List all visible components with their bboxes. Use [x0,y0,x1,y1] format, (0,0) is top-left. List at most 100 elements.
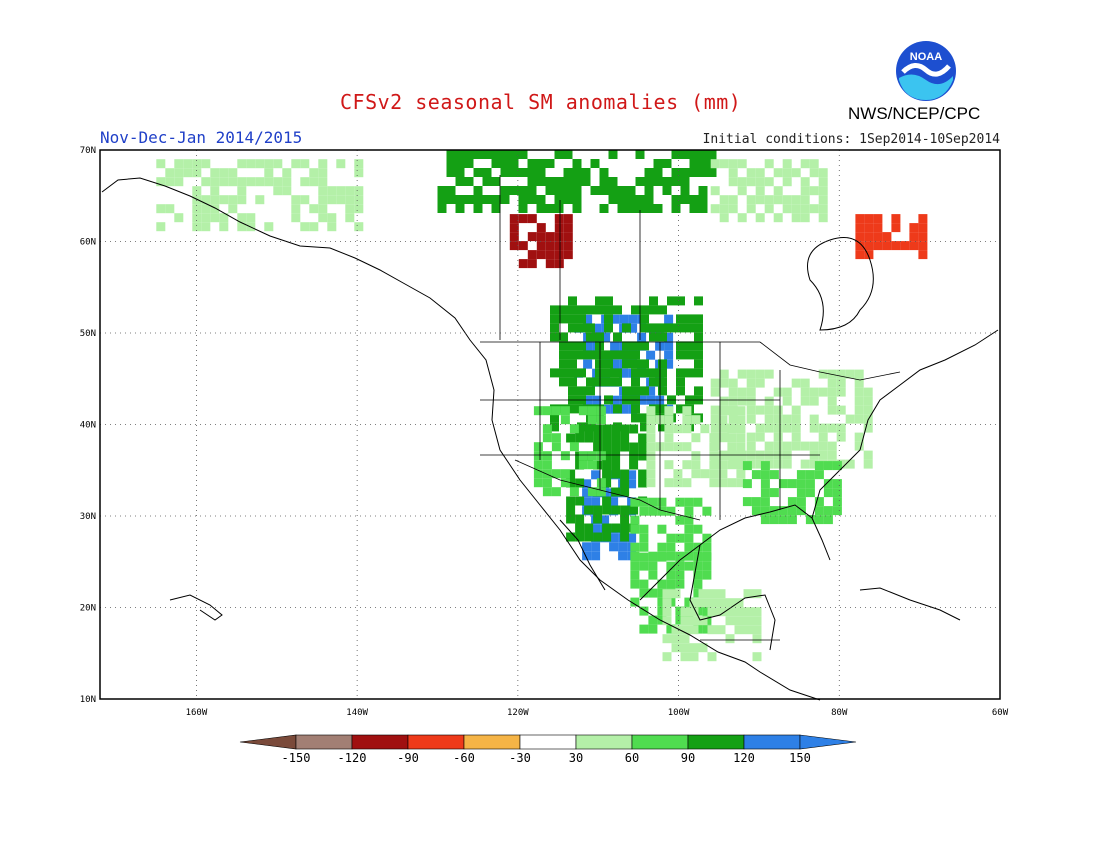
anomaly-cell [664,332,674,342]
anomaly-region-southern-rockies [566,424,648,542]
anomaly-cell [694,323,703,333]
anomaly-cell [602,532,612,542]
anomaly-cell [491,150,501,159]
anomaly-cell [611,523,621,533]
anomaly-cell [855,232,865,242]
anomaly-cell [769,488,779,498]
lat-tick-label: 10N [80,695,96,705]
anomaly-cell [684,542,694,552]
anomaly-cell [563,241,573,251]
anomaly-cell [593,424,603,434]
anomaly-cell [509,223,519,233]
anomaly-cell [192,159,202,169]
anomaly-cell [542,487,552,497]
anomaly-cell [710,159,720,169]
anomaly-cell [675,533,685,543]
anomaly-cell [596,415,606,425]
anomaly-cell [586,332,595,342]
anomaly-cell [568,296,577,306]
anomaly-cell [782,177,792,187]
anomaly-cell [646,460,656,470]
anomaly-cell [657,542,667,552]
anomaly-cell [584,505,594,515]
anomaly-cell [725,634,735,644]
anomaly-cell [500,186,510,195]
anomaly-cell [707,598,717,608]
anomaly-cell [192,213,202,223]
anomaly-cell [533,478,543,488]
anomaly-cell [595,305,604,315]
lat-tick-label: 20N [80,604,96,614]
anomaly-cell [818,432,828,442]
anomaly-cell [680,616,690,626]
anomaly-cell [473,168,483,177]
anomaly-cell [664,350,674,360]
anomaly-cell [560,451,570,461]
anomaly-cell [550,422,559,432]
anomaly-cell [796,497,806,507]
anomaly-cell [664,442,674,452]
anomaly-cell [635,204,645,213]
anomaly-cell [599,177,609,186]
anomaly-cell [509,186,519,195]
anomaly-cell [318,168,328,178]
anomaly-cell [629,505,639,515]
anomaly-cell [174,177,184,187]
anomaly-cell [646,424,656,434]
anomaly-cell [832,506,842,516]
anomaly-cell [719,378,729,388]
anomaly-cell [662,186,672,195]
anomaly-cell [500,159,510,168]
anomaly-cell [680,168,690,177]
anomaly-cell [219,213,229,223]
anomaly-cell [646,350,656,360]
anomaly-cell [719,213,729,223]
anomaly-cell [864,232,874,242]
anomaly-cell [728,177,738,187]
anomaly-cell [693,497,703,507]
anomaly-cell [602,460,612,470]
anomaly-cell [551,469,561,479]
anomaly-cell [550,314,559,324]
anomaly-cell [591,497,601,507]
anomaly-cell [587,487,597,497]
anomaly-cell [657,588,667,598]
anomaly-cell [318,204,328,214]
anomaly-cell [675,615,685,625]
colorbar-label: 90 [681,751,695,765]
anomaly-cell [855,223,865,233]
anomaly-cell [719,369,729,379]
anomaly-cell [596,478,606,488]
anomaly-cell [560,415,570,425]
anomaly-cell [728,459,738,469]
anomaly-cell [587,451,597,461]
anomaly-cell [446,150,456,159]
anomaly-cell [608,150,618,159]
anomaly-cell [700,424,710,434]
anomaly-cell [482,195,492,204]
anomaly-cell [482,168,492,177]
anomaly-cell [755,186,765,196]
anomaly-cell [455,177,465,186]
map-title: CFSv2 seasonal SM anomalies (mm) [340,90,742,114]
anomaly-cell [666,533,676,543]
anomaly-cell [845,414,855,424]
anomaly-cell [638,433,648,443]
anomaly-cell [336,186,346,196]
anomaly-cell [620,523,630,533]
anomaly-cell [639,588,649,598]
anomaly-cell [509,150,519,159]
anomaly-cell [630,542,640,552]
anomaly-cell [646,469,656,479]
anomaly-cell [639,624,649,634]
anomaly-cell [909,241,919,251]
anomaly-cell [698,150,708,159]
anomaly-cell [569,487,579,497]
anomaly-cell [752,589,762,599]
anomaly-cell [709,451,719,461]
anomaly-cell [673,442,683,452]
anomaly-cell [823,506,833,516]
anomaly-cell [622,341,631,351]
anomaly-cell [527,195,537,204]
anomaly-cell [201,195,211,205]
